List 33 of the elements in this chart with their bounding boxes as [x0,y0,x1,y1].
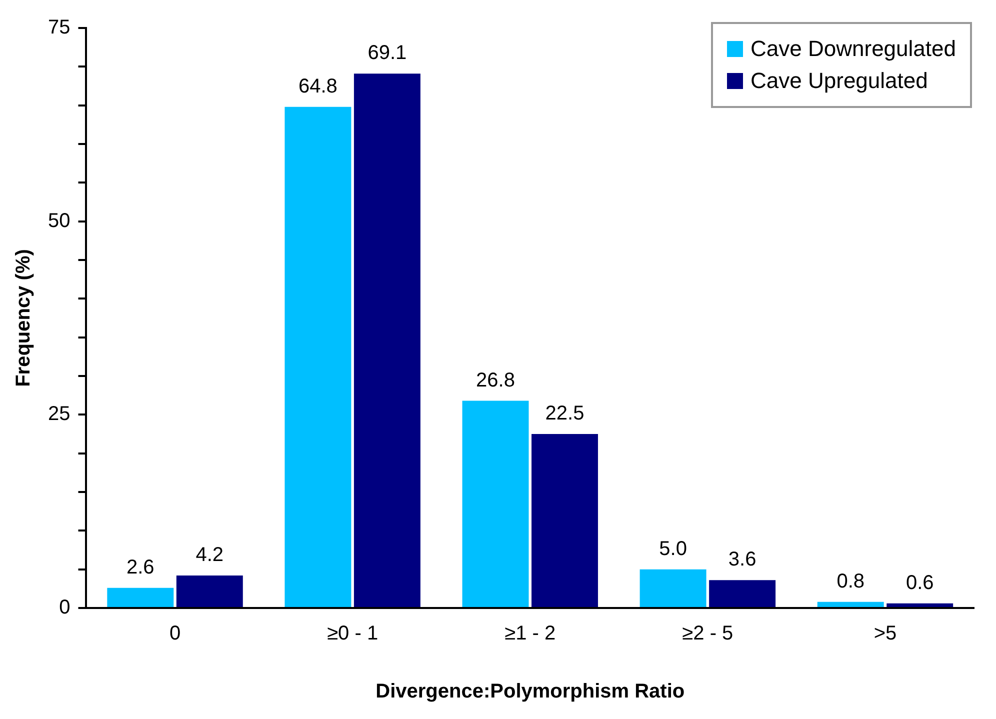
bar [709,580,776,607]
data-label: 69.1 [368,42,407,64]
y-tick-label: 0 [59,596,70,619]
data-label: 2.6 [126,556,154,578]
x-tick-label: ≥1 - 2 [504,622,556,645]
y-tick-label: 50 [48,210,70,232]
data-label: 26.8 [476,369,515,392]
x-axis-title: Divergence:Polymorphism Ratio [376,680,685,703]
bar [640,569,706,607]
data-label: 4.2 [196,544,224,566]
data-label: 0.8 [836,570,865,592]
bar [462,400,529,607]
y-tick-label: 75 [48,16,70,39]
bar [817,602,884,607]
data-label: 22.5 [545,402,584,425]
data-label: 64.8 [298,75,338,98]
data-label: 0.6 [906,572,934,594]
x-tick-label: ≥0 - 1 [327,622,378,645]
y-tick-label: 25 [48,403,70,426]
bar [886,603,954,607]
bar [532,434,598,607]
legend-label: Cave Downregulated [750,36,956,62]
bar [354,74,420,607]
bar [107,588,174,607]
x-tick-label: ≥2 - 5 [682,622,734,645]
legend-label: Cave Upregulated [750,68,928,94]
data-label: 3.6 [728,548,756,571]
x-tick-label: >5 [874,622,897,645]
data-label: 5.0 [659,538,687,560]
bar [176,576,243,607]
bar [284,106,352,607]
y-axis-title: Frequency (%) [12,249,35,387]
x-tick-label: 0 [169,622,181,645]
